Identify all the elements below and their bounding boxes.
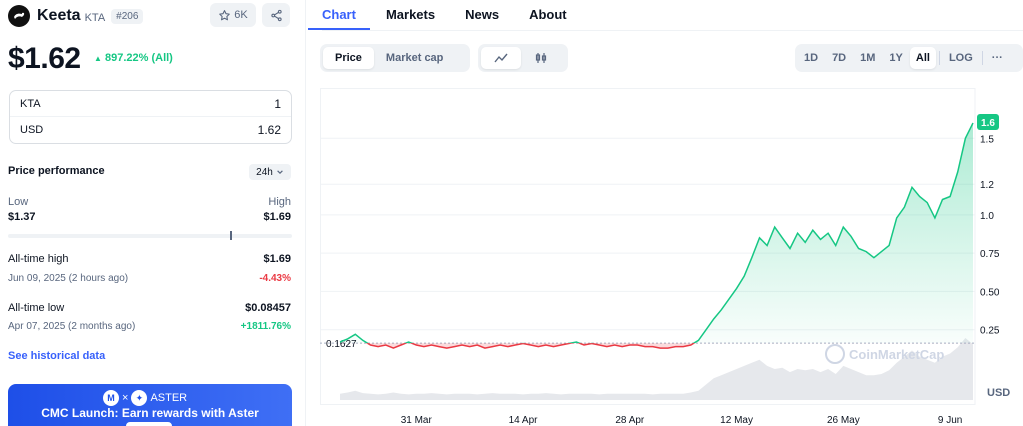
high-value: $1.69 <box>263 211 291 223</box>
x-tick-label: 14 Apr <box>509 415 539 426</box>
ath-label: All-time high <box>8 253 69 265</box>
panel-divider <box>305 0 306 426</box>
tab-news[interactable]: News <box>465 7 500 22</box>
chevron-down-icon <box>277 170 283 175</box>
cmc-logo-icon: M <box>103 390 119 406</box>
ath-value: $1.69 <box>263 253 291 265</box>
y-axis-unit: USD <box>987 387 1011 399</box>
time-range-toggle: 1D 7D 1M 1Y All LOG ··· <box>795 44 1023 72</box>
range-1d[interactable]: 1D <box>804 52 819 64</box>
chart-type-toggle: Price Market cap <box>320 44 470 72</box>
y-tick-label: 0.50 <box>980 287 1000 298</box>
banner-brand-name: ASTER <box>150 392 188 404</box>
price-area-down <box>340 343 973 349</box>
converter-input[interactable]: 1 <box>274 96 281 111</box>
x-tick-label: 26 May <box>827 415 860 426</box>
toolbar-separator <box>938 51 940 65</box>
main-tabs: Chart Markets News About <box>308 0 597 30</box>
baseline-label: 0.1627 <box>326 339 357 350</box>
ath-date: Jun 09, 2025 (2 hours ago) <box>8 273 129 284</box>
range-7d[interactable]: 7D <box>832 52 847 64</box>
coin-header: Keeta KTA #206 <box>8 5 144 27</box>
high-label: High <box>268 196 291 208</box>
converter-row[interactable]: USD 1.62 <box>10 117 291 143</box>
keeta-logo-icon <box>8 5 30 27</box>
star-icon <box>219 9 231 20</box>
volume-area <box>340 338 973 400</box>
price-area-up <box>340 123 973 344</box>
share-icon <box>270 9 282 21</box>
period-dropdown[interactable]: 24h <box>249 164 291 180</box>
up-triangle-icon: ▲ <box>94 54 102 63</box>
atl-label: All-time low <box>8 302 65 314</box>
watchlist-button[interactable]: 6K <box>210 3 256 27</box>
current-price: $1.62 <box>8 42 81 75</box>
range-1m[interactable]: 1M <box>860 52 876 64</box>
price-change-value: 897.22% (All) <box>104 52 173 64</box>
chart-style-toggle <box>478 44 568 72</box>
toolbar-separator <box>981 51 983 65</box>
historical-data-link[interactable]: See historical data <box>8 350 106 362</box>
atl-value: $0.08457 <box>245 302 291 314</box>
atl-date: Apr 07, 2025 (2 months ago) <box>8 321 136 332</box>
x-tick-label: 31 Mar <box>401 415 433 426</box>
promo-banner[interactable]: M × ✦ ASTER CMC Launch: Earn rewards wit… <box>8 384 292 426</box>
ath-change: -4.43% <box>259 273 291 284</box>
cmc-watermark-icon <box>825 344 845 364</box>
coin-symbol: KTA <box>84 11 106 24</box>
banner-brand: M × ✦ ASTER <box>100 390 187 406</box>
range-1y[interactable]: 1Y <box>889 52 903 64</box>
low-label: Low <box>8 196 29 208</box>
y-tick-label: 1.0 <box>980 211 994 222</box>
converter-input[interactable]: 1.62 <box>257 123 281 137</box>
coin-name: Keeta <box>37 7 81 24</box>
price-line-up <box>339 122 974 344</box>
price-line-down <box>365 343 696 349</box>
price-chart[interactable]: 0.25 0.50 0.75 1.0 1.2 1.5 CoinMarketCap 0.1627… <box>320 88 1023 426</box>
x-tick-label: 28 Apr <box>615 415 645 426</box>
line-chart-button[interactable] <box>481 47 521 69</box>
atl-change: +1811.76% <box>240 321 291 332</box>
candlestick-button[interactable] <box>521 47 561 69</box>
range-all[interactable]: All <box>909 47 936 69</box>
currency-converter: KTA 1 USD 1.62 <box>9 90 292 144</box>
period-value: 24h <box>256 166 273 178</box>
y-tick-label: 0.25 <box>980 326 1000 337</box>
share-button[interactable] <box>262 3 290 27</box>
converter-label: KTA <box>20 97 41 110</box>
converter-label: USD <box>20 124 44 136</box>
market-cap-toggle[interactable]: Market cap <box>385 52 444 64</box>
price-toggle[interactable]: Price <box>323 47 374 69</box>
tab-chart[interactable]: Chart <box>308 0 370 30</box>
y-tick-label: 1.5 <box>980 134 994 145</box>
tab-about[interactable]: About <box>529 7 567 22</box>
x-tick-label: 9 Jun <box>938 415 962 426</box>
more-options-button[interactable]: ··· <box>991 52 1003 64</box>
tab-markets[interactable]: Markets <box>385 7 436 22</box>
current-price-tag <box>977 113 999 130</box>
low-value: $1.37 <box>8 211 36 223</box>
converter-row[interactable]: KTA 1 <box>10 91 291 117</box>
rank-badge: #206 <box>111 8 144 24</box>
price-range-bar <box>8 234 292 238</box>
log-scale-button[interactable]: LOG <box>948 52 973 64</box>
x-tick-label: 12 May <box>720 415 753 426</box>
banner-button[interactable] <box>126 422 172 426</box>
banner-text: CMC Launch: Earn rewards with Aster <box>41 406 259 420</box>
price-range-marker <box>229 231 232 240</box>
price-change: ▲ 897.22% (All) <box>94 52 173 64</box>
chart-watermark: CoinMarketCap <box>849 347 944 362</box>
watchlist-count: 6K <box>234 9 248 21</box>
times-symbol: × <box>122 392 129 404</box>
y-tick-label: 0.75 <box>980 249 1000 260</box>
chart-frame <box>320 88 976 405</box>
coin-sidebar: Keeta KTA #206 6K $1.62 ▲ 897.22% (All) … <box>0 0 300 426</box>
aster-logo-icon: ✦ <box>131 390 148 406</box>
tabs-divider <box>322 30 1023 31</box>
line-chart-icon <box>494 53 508 63</box>
candlestick-icon <box>535 53 547 63</box>
y-tick-label: 1.2 <box>980 180 994 191</box>
current-price-label: 1.6 <box>981 118 995 129</box>
performance-title: Price performance <box>8 165 105 177</box>
